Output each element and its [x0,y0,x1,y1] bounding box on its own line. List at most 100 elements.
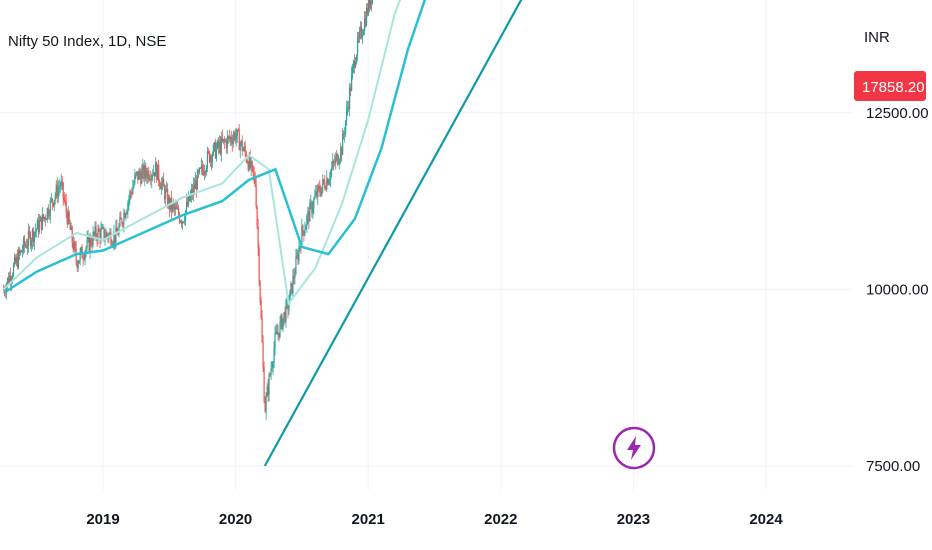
candle-body-294 [295,256,297,275]
trendline-0 [263,0,523,467]
candle-body-272 [273,348,275,364]
candle-body-181 [182,221,185,223]
candle-body-186 [187,195,190,206]
candle-body-130 [132,187,134,194]
candle-body-306 [307,211,309,217]
candle-body-302 [303,230,305,235]
candle-body-241 [242,149,244,152]
candle-body-216 [217,140,219,148]
candle-body-57 [59,185,61,187]
candle-body-21 [23,238,26,246]
candle-body-121 [123,212,125,225]
candle-body-298 [299,245,301,248]
candle-body-184 [185,201,188,211]
candle-body-48 [50,198,52,201]
candle-body-233 [234,132,236,141]
candle-body-329 [330,171,332,180]
candle-body-29 [31,229,33,241]
candle-body-108 [110,232,112,245]
candle-body-129 [131,193,133,195]
candle-body-188 [189,195,192,201]
candle-body-107 [109,232,111,234]
candle-body-355 [355,55,358,63]
candle-body-217 [218,142,220,148]
lightning-icon[interactable] [612,426,656,470]
candle-body-142 [144,165,146,179]
y-tick-0: 7500.00 [866,458,920,475]
candle-body-180 [181,221,184,224]
candle-body-326 [327,178,329,185]
candle-body-266 [267,387,269,395]
candle-body-250 [251,161,253,166]
candle-body-236 [237,129,239,131]
candle-body-269 [270,368,272,375]
candle-body-33 [35,229,37,231]
candle-body-165 [167,188,169,207]
candle-body-14 [16,256,19,268]
candle-body-182 [183,220,186,223]
candle-body-335 [336,153,338,158]
candle-body-66 [68,211,70,223]
candle-body-287 [288,303,290,310]
candle-body-249 [250,161,252,168]
candle-body-77 [79,251,81,261]
candle-body-164 [166,188,168,191]
candle-body-161 [163,178,165,187]
candle-body-334 [335,157,337,164]
candle-body-171 [173,203,175,206]
candle-body-24 [26,245,29,248]
candle-body-295 [296,254,298,257]
candle-body-162 [164,186,166,200]
candle-body-209 [210,155,213,163]
candle-body-145 [147,170,149,179]
candle-body-192 [193,184,196,189]
x-tick-1: 2020 [219,511,252,528]
candle-body-281 [282,318,284,330]
candle-body-0 [2,289,5,291]
candle-body-340 [341,147,343,155]
candle-body-328 [329,179,331,182]
candle-body-352 [353,60,355,67]
candle-body-275 [276,331,278,335]
candle-body-293 [294,274,296,279]
candle-body-103 [105,232,107,238]
candle-body-356 [356,37,359,56]
candle-body-240 [241,140,243,152]
candle-body-139 [141,170,143,184]
candle-body-271 [272,363,274,368]
candle-body-221 [222,139,224,142]
candle-body-12 [14,257,17,264]
candle-body-346 [347,107,349,109]
candle-body-270 [271,367,273,369]
candle-body-37 [39,216,41,222]
candle-body-97 [99,231,101,241]
candle-body-133 [135,173,137,176]
candle-body-290 [291,283,293,294]
candle-body-337 [338,162,340,165]
candle-body-58 [60,181,62,186]
candle-body-148 [150,179,152,181]
candle-body-125 [127,203,129,212]
candle-body-127 [129,192,131,200]
candle-body-305 [306,216,308,227]
candle-body-256 [257,226,259,248]
candle-body-93 [95,226,97,237]
candle-body-17 [19,250,22,254]
candle-body-274 [275,331,277,334]
candle-body-87 [89,237,91,251]
candle-body-74 [76,261,78,268]
candle-body-304 [305,226,307,230]
candle-body-330 [331,167,333,172]
candle-body-214 [215,147,217,159]
candle-body-149 [151,175,153,181]
candle-body-25 [27,231,30,246]
candle-body-111 [113,232,115,244]
candle-body-134 [136,171,138,174]
candle-body-364 [364,18,367,26]
candle-body-47 [49,200,51,216]
candle-body-100 [102,226,104,228]
candle-body-176 [177,208,180,216]
candle-body-155 [157,164,159,180]
candle-body-118 [120,217,122,220]
candle-body-151 [153,172,155,176]
